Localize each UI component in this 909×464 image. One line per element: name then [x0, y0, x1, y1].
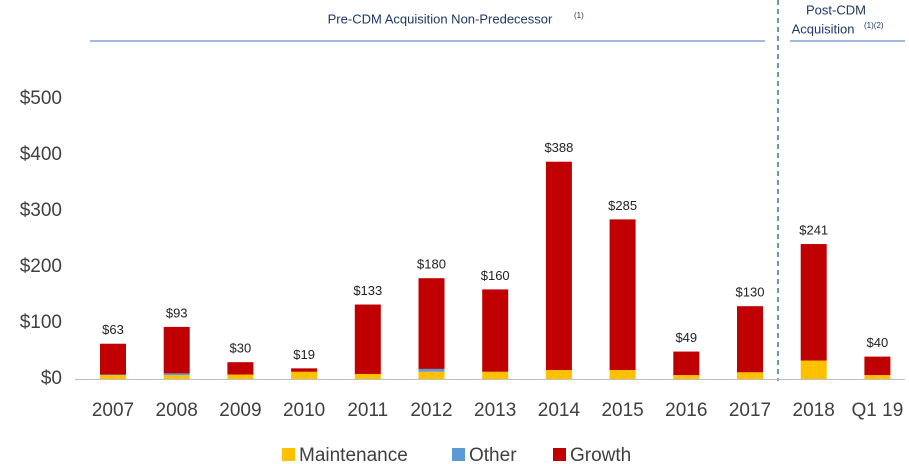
- bar-segment: [291, 371, 318, 379]
- total-label: $241: [799, 222, 828, 237]
- bar-segment: [354, 373, 381, 379]
- legend-swatch: [452, 448, 465, 461]
- bar-segment: [227, 362, 254, 375]
- total-label: $130: [736, 285, 765, 300]
- bar-segment: [673, 351, 700, 376]
- total-label: $285: [608, 198, 637, 213]
- bar-segment: [163, 326, 190, 374]
- total-label: $160: [481, 268, 510, 283]
- total-label: $49: [675, 330, 697, 345]
- total-label: $93: [166, 305, 188, 320]
- bar-segment: [100, 343, 126, 375]
- bar-segment: [800, 360, 827, 379]
- x-tick-label: 2012: [410, 400, 452, 421]
- bar-segment: [545, 161, 572, 371]
- bar-segment: [418, 368, 445, 372]
- total-label: $388: [544, 140, 573, 155]
- legend-swatch: [553, 448, 566, 461]
- total-label: $133: [353, 283, 382, 298]
- bar-segment: [609, 219, 636, 371]
- bar-segment: [418, 371, 445, 379]
- footnote-ref: (1): [574, 11, 584, 20]
- period-header: Acquisition: [792, 21, 855, 36]
- bar-segment: [609, 370, 636, 379]
- bar-segment: [545, 370, 572, 379]
- bar-segment: [482, 371, 509, 379]
- y-tick-label: $500: [20, 88, 62, 109]
- x-tick-label: 2018: [793, 400, 835, 421]
- x-tick-label: 2007: [92, 400, 134, 421]
- legend-label: Other: [469, 445, 517, 464]
- bar-segment: [291, 368, 318, 372]
- bar-segment: [482, 289, 509, 372]
- x-tick-label: 2014: [538, 400, 581, 421]
- bar-segment: [737, 306, 763, 373]
- bar-segment: [163, 375, 190, 379]
- legend-label: Growth: [570, 445, 631, 464]
- bar-segment: [737, 372, 763, 379]
- x-tick-label: Q1 19: [852, 400, 904, 421]
- x-tick-label: 2015: [601, 400, 643, 421]
- bar-segment: [163, 373, 190, 376]
- period-header: Post-CDM: [806, 2, 866, 17]
- bar-segment: [100, 375, 126, 379]
- x-tick-label: 2013: [474, 400, 516, 421]
- total-label: $40: [867, 335, 889, 350]
- y-tick-label: $100: [20, 312, 62, 333]
- bar-segment: [800, 244, 827, 361]
- x-tick-label: 2011: [347, 400, 388, 421]
- total-label: $30: [230, 341, 252, 356]
- x-tick-label: 2008: [156, 400, 198, 421]
- x-tick-label: 2010: [283, 400, 325, 421]
- total-label: $19: [293, 347, 315, 362]
- bar-segment: [864, 356, 891, 376]
- legend-swatch: [282, 448, 295, 461]
- total-label: $180: [417, 257, 446, 272]
- total-label: $63: [102, 322, 124, 337]
- bar-segment: [227, 374, 254, 379]
- bar-segment: [418, 278, 445, 369]
- bar-segment: [673, 375, 700, 379]
- period-header: Pre-CDM Acquisition Non-Predecessor: [328, 11, 553, 26]
- legend-label: Maintenance: [299, 445, 408, 464]
- x-tick-label: 2016: [665, 400, 707, 421]
- y-tick-label: $0: [41, 368, 62, 389]
- bar-segment: [354, 304, 381, 374]
- y-tick-label: $400: [20, 144, 62, 165]
- y-tick-label: $300: [20, 200, 62, 221]
- x-tick-label: 2017: [729, 400, 771, 421]
- bar-segment: [864, 375, 891, 379]
- bar-segment: [100, 374, 126, 376]
- x-tick-label: 2009: [219, 400, 261, 421]
- y-tick-label: $200: [20, 256, 62, 277]
- footnote-ref: (1)(2): [864, 21, 884, 30]
